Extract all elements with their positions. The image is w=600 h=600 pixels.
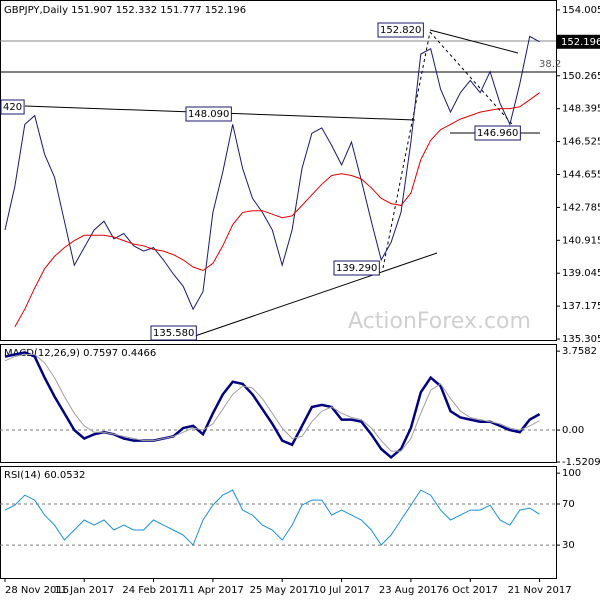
x-tick-label: 25 May 2017 — [250, 585, 315, 596]
annotation-box — [474, 125, 521, 141]
annotation: 420 — [3, 102, 22, 113]
x-tick-label: 6 Oct 2017 — [443, 585, 498, 596]
series-line — [4, 354, 540, 452]
y-tick-label: 3.7582 — [562, 346, 597, 357]
fib-line — [382, 31, 431, 269]
annotation: 139.290 — [336, 263, 377, 274]
y-tick-label: 137.175 — [562, 301, 600, 312]
x-tick-label: 11 Jan 2017 — [54, 585, 114, 596]
y-tick-label: 144.655 — [562, 169, 600, 180]
rsi-title: RSI(14) 60.0532 — [4, 470, 85, 481]
macd-panel — [0, 344, 557, 463]
x-tick-label: 28 Nov 2016 — [5, 585, 69, 596]
y-tick-label: -1.5209 — [562, 457, 600, 468]
y-tick-label: 148.395 — [562, 104, 600, 115]
y-tick-label: 0.00 — [562, 425, 584, 436]
price-label: 152.196 — [561, 37, 600, 48]
series-line — [4, 489, 540, 546]
series-line — [4, 351, 541, 460]
annotation-box — [333, 260, 380, 276]
macd-title: MACD(12,26,9) 0.7597 0.4466 — [4, 348, 156, 359]
y-tick-label: 140.915 — [562, 235, 600, 246]
annotation: 38.2 — [539, 59, 561, 70]
fib-line — [429, 31, 521, 134]
annotation: 135.580 — [153, 328, 194, 339]
x-tick-label: 23 Aug 2017 — [379, 585, 443, 596]
x-tick-label: 21 Nov 2017 — [508, 585, 572, 596]
chart-title: GBPJPY,Daily 151.907 152.332 151.777 152… — [4, 5, 246, 16]
watermark: ActionForex.com — [348, 309, 531, 334]
y-tick-label: 139.045 — [562, 268, 600, 279]
trend-line — [194, 252, 438, 337]
y-tick-label: 142.785 — [562, 202, 600, 213]
y-tick-label: 30 — [562, 540, 575, 551]
annotation: 146.960 — [477, 128, 518, 139]
annotation-box — [185, 106, 232, 122]
price-panel — [0, 0, 557, 341]
y-tick-label: 146.525 — [562, 137, 600, 148]
y-tick-label: 154.005 — [562, 5, 600, 16]
series-line — [14, 92, 540, 328]
y-tick-label: 70 — [562, 499, 575, 510]
series-line — [4, 35, 540, 311]
annotation: 152.820 — [380, 25, 421, 36]
y-tick-label: 135.305 — [562, 334, 600, 345]
annotation-box — [377, 22, 424, 38]
y-tick-label: 100 — [562, 468, 581, 479]
x-tick-label: 10 Jul 2017 — [313, 585, 370, 596]
trend-line — [429, 29, 519, 54]
x-tick-label: 11 Apr 2017 — [182, 585, 244, 596]
x-tick-label: 24 Feb 2017 — [122, 585, 184, 596]
y-tick-label: 150.265 — [562, 71, 600, 82]
rsi-panel — [0, 466, 557, 579]
annotation: 148.090 — [188, 109, 229, 120]
price-box — [557, 34, 600, 49]
annotation-box — [0, 99, 25, 115]
annotation-box — [150, 325, 197, 341]
